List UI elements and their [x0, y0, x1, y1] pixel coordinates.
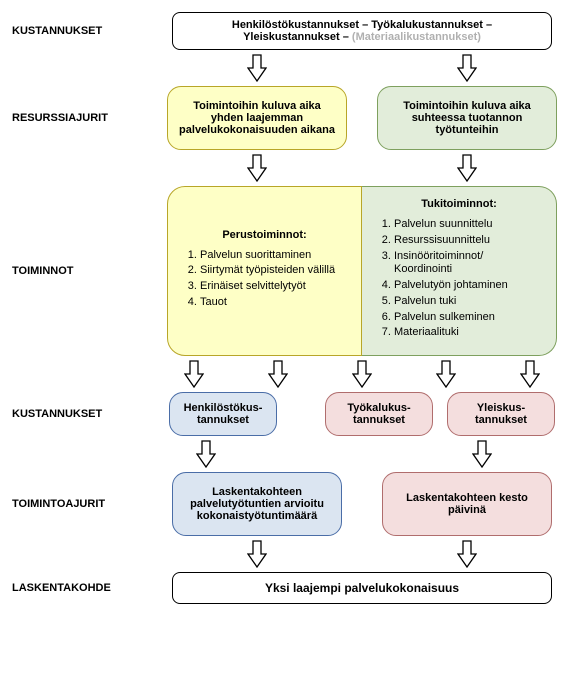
label-kustannukset2: KUSTANNUKSET — [12, 408, 152, 420]
arrows-5 — [12, 540, 572, 568]
activities-left-title: Perustoiminnot: — [182, 229, 347, 241]
label-laskentakohde: LASKENTAKOHDE — [12, 582, 152, 594]
top-muted: (Materiaalikustannukset) — [352, 31, 481, 43]
down-arrow-icon — [184, 360, 204, 388]
list-item: Palvelun suorittaminen — [200, 249, 347, 263]
row-kustannukset2: KUSTANNUKSET Henkilöstökus- tannukset Ty… — [12, 392, 572, 436]
down-arrow-icon — [247, 540, 267, 568]
list-item: Materiaalituki — [394, 326, 542, 340]
label-toiminnot: TOIMINNOT — [12, 265, 152, 277]
row-resurssiajurit: RESURSSIAJURIT Toimintoihin kuluva aika … — [12, 86, 572, 150]
cost-yleis-box: Yleiskus- tannukset — [447, 392, 555, 436]
arrows-1 — [12, 54, 572, 82]
down-arrow-icon — [436, 360, 456, 388]
cost-henk-box: Henkilöstökus- tannukset — [169, 392, 277, 436]
list-item: Insinööritoiminnot/ Koordinointi — [394, 250, 542, 278]
top-costs-box: Henkilöstökustannukset – Työkalukustannu… — [172, 12, 552, 50]
down-arrow-icon — [520, 360, 540, 388]
down-arrow-icon — [196, 440, 216, 468]
top-line2: Yleiskustannukset – (Materiaalikustannuk… — [183, 31, 541, 43]
label-kustannukset: KUSTANNUKSET — [12, 25, 152, 37]
label-resurssiajurit: RESURSSIAJURIT — [12, 112, 152, 124]
activities-right-title: Tukitoiminnot: — [376, 198, 542, 210]
activities-right-list: Palvelun suunnittelu Resurssisuunnittelu… — [376, 218, 542, 342]
driver-right-box: Toimintoihin kuluva aika suhteessa tuota… — [377, 86, 557, 150]
down-arrow-icon — [457, 54, 477, 82]
actdriver-left-box: Laskentakohteen palvelutyötuntien arvioi… — [172, 472, 342, 536]
driver-left-box: Toimintoihin kuluva aika yhden laajemman… — [167, 86, 347, 150]
row-kustannukset-top: KUSTANNUKSET Henkilöstökustannukset – Ty… — [12, 12, 572, 50]
list-item: Palvelun tuki — [394, 295, 542, 309]
down-arrow-icon — [268, 360, 288, 388]
list-item: Tauot — [200, 296, 347, 310]
label-toimintoajurit: TOIMINTOAJURIT — [12, 498, 152, 510]
top-content: Henkilöstökustannukset – Työkalukustannu… — [152, 12, 572, 50]
list-item: Palvelun suunnittelu — [394, 218, 542, 232]
row-laskentakohde: LASKENTAKOHDE Yksi laajempi palvelukokon… — [12, 572, 572, 604]
activities-right-box: Tukitoiminnot: Palvelun suunnittelu Resu… — [362, 186, 557, 356]
list-item: Palvelun sulkeminen — [394, 311, 542, 325]
final-box: Yksi laajempi palvelukokonaisuus — [172, 572, 552, 604]
list-item: Erinäiset selvittelytyöt — [200, 280, 347, 294]
down-arrow-icon — [457, 154, 477, 182]
activities-left-list: Palvelun suorittaminen Siirtymät työpist… — [182, 249, 347, 312]
row-toiminnot: TOIMINNOT Perustoiminnot: Palvelun suori… — [12, 186, 572, 356]
row-toimintoajurit: TOIMINTOAJURIT Laskentakohteen palveluty… — [12, 472, 572, 536]
down-arrow-icon — [472, 440, 492, 468]
top-line1: Henkilöstökustannukset – Työkalukustannu… — [183, 19, 541, 31]
actdriver-right-box: Laskentakohteen kesto päivinä — [382, 472, 552, 536]
arrows-4 — [12, 440, 572, 468]
activities-left-box: Perustoiminnot: Palvelun suorittaminen S… — [167, 186, 362, 356]
list-item: Siirtymät työpisteiden välillä — [200, 264, 347, 278]
down-arrow-icon — [247, 54, 267, 82]
list-item: Palvelutyön johtaminen — [394, 279, 542, 293]
down-arrow-icon — [352, 360, 372, 388]
arrows-3 — [12, 360, 572, 388]
down-arrow-icon — [457, 540, 477, 568]
list-item: Resurssisuunnittelu — [394, 234, 542, 248]
cost-tyok-box: Työkalukus- tannukset — [325, 392, 433, 436]
arrows-2 — [12, 154, 572, 182]
down-arrow-icon — [247, 154, 267, 182]
